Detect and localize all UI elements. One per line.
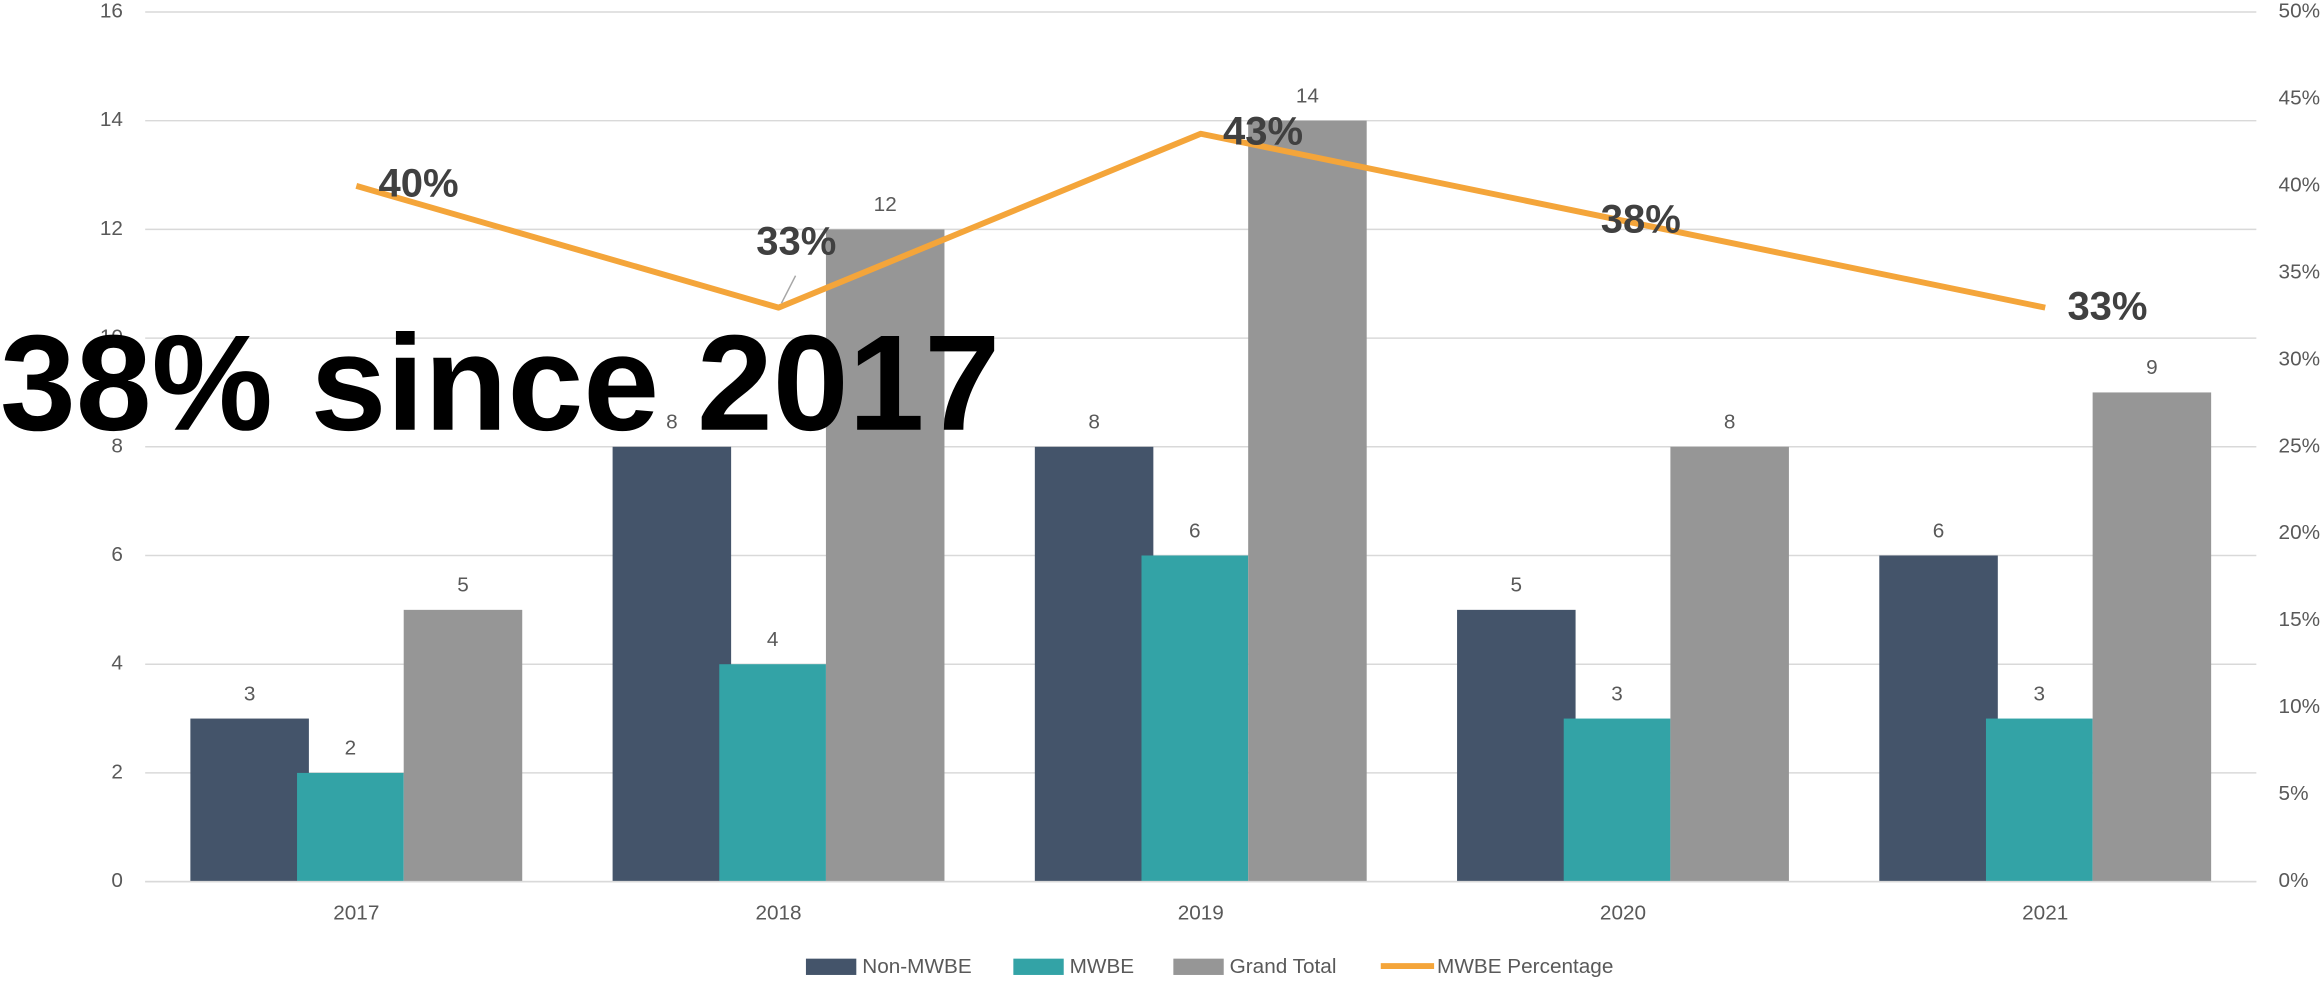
y-tick-label: 4 bbox=[111, 652, 123, 675]
bar bbox=[1985, 718, 2093, 882]
legend-swatch bbox=[805, 958, 857, 975]
data-label: 5 bbox=[1511, 574, 1523, 597]
x-tick-label: 2018 bbox=[755, 902, 801, 925]
bar bbox=[1457, 609, 1576, 882]
data-label: 12 bbox=[874, 193, 897, 216]
percentage-label: 40% bbox=[379, 161, 459, 205]
data-label: 8 bbox=[1724, 411, 1736, 434]
bar bbox=[612, 446, 732, 882]
data-label: 2 bbox=[345, 737, 357, 760]
y2-tick-label: 50% bbox=[2279, 0, 2321, 22]
y2-tick-label: 45% bbox=[2279, 86, 2321, 109]
legend-swatch bbox=[1173, 958, 1224, 975]
y2-tick-label: 5% bbox=[2279, 782, 2309, 805]
bar bbox=[2092, 392, 2212, 882]
bar bbox=[403, 609, 523, 882]
bar bbox=[1034, 446, 1154, 882]
bar bbox=[190, 718, 309, 882]
x-tick-label: 2020 bbox=[1600, 902, 1646, 925]
y2-tick-label: 25% bbox=[2279, 434, 2321, 457]
x-tick-label: 2017 bbox=[333, 902, 379, 925]
percentage-label: 43% bbox=[1223, 109, 1303, 153]
y-tick-label: 2 bbox=[111, 760, 123, 783]
y-tick-label: 12 bbox=[100, 217, 123, 240]
data-label: 3 bbox=[2034, 682, 2046, 705]
y2-tick-label: 40% bbox=[2279, 173, 2321, 196]
leader-line bbox=[780, 275, 797, 304]
legend-label: Non-MWBE bbox=[862, 955, 971, 978]
bar bbox=[1141, 555, 1249, 882]
y2-tick-label: 30% bbox=[2279, 347, 2321, 370]
y2-tick-label: 0% bbox=[2279, 869, 2309, 892]
x-tick-label: 2019 bbox=[1178, 902, 1224, 925]
y-tick-label: 16 bbox=[100, 0, 123, 22]
legend-swatch bbox=[1013, 958, 1064, 975]
y-tick-label: 0 bbox=[111, 869, 123, 892]
data-label: 6 bbox=[1189, 519, 1201, 542]
bar bbox=[719, 664, 826, 882]
percentage-label: 38% bbox=[1601, 198, 1681, 242]
bar bbox=[1879, 555, 1998, 882]
y2-tick-label: 10% bbox=[2279, 695, 2321, 718]
data-label: 6 bbox=[1933, 519, 1945, 542]
legend-label: MWBE Percentage bbox=[1437, 955, 1613, 978]
x-tick-label: 2021 bbox=[2022, 902, 2068, 925]
annotation: 38% since 2017 bbox=[0, 307, 1000, 459]
line bbox=[355, 130, 2046, 311]
data-label: 4 bbox=[767, 628, 779, 651]
data-label: 14 bbox=[1296, 84, 1319, 107]
y2-tick-label: 20% bbox=[2279, 521, 2321, 544]
bar bbox=[297, 772, 404, 882]
y2-tick-label: 15% bbox=[2279, 608, 2321, 631]
y-tick-label: 10 bbox=[100, 326, 123, 349]
percentage-label: 33% bbox=[2067, 285, 2147, 329]
y2-tick-label: 35% bbox=[2279, 260, 2321, 283]
data-label: 3 bbox=[1611, 682, 1623, 705]
bar bbox=[1670, 446, 1789, 882]
legend-label: MWBE bbox=[1070, 955, 1135, 978]
data-label: 5 bbox=[457, 574, 469, 597]
data-label: 8 bbox=[666, 411, 678, 434]
y-tick-label: 6 bbox=[111, 543, 123, 566]
y-tick-label: 8 bbox=[111, 434, 123, 457]
data-label: 9 bbox=[2146, 356, 2158, 379]
data-label: 3 bbox=[244, 682, 256, 705]
data-label: 8 bbox=[1088, 411, 1100, 434]
legend-label: Grand Total bbox=[1230, 955, 1337, 978]
percentage-label: 33% bbox=[756, 220, 836, 264]
bar bbox=[1563, 718, 1671, 882]
bar bbox=[1248, 120, 1367, 882]
y-tick-label: 14 bbox=[100, 108, 123, 131]
bar bbox=[825, 229, 945, 882]
